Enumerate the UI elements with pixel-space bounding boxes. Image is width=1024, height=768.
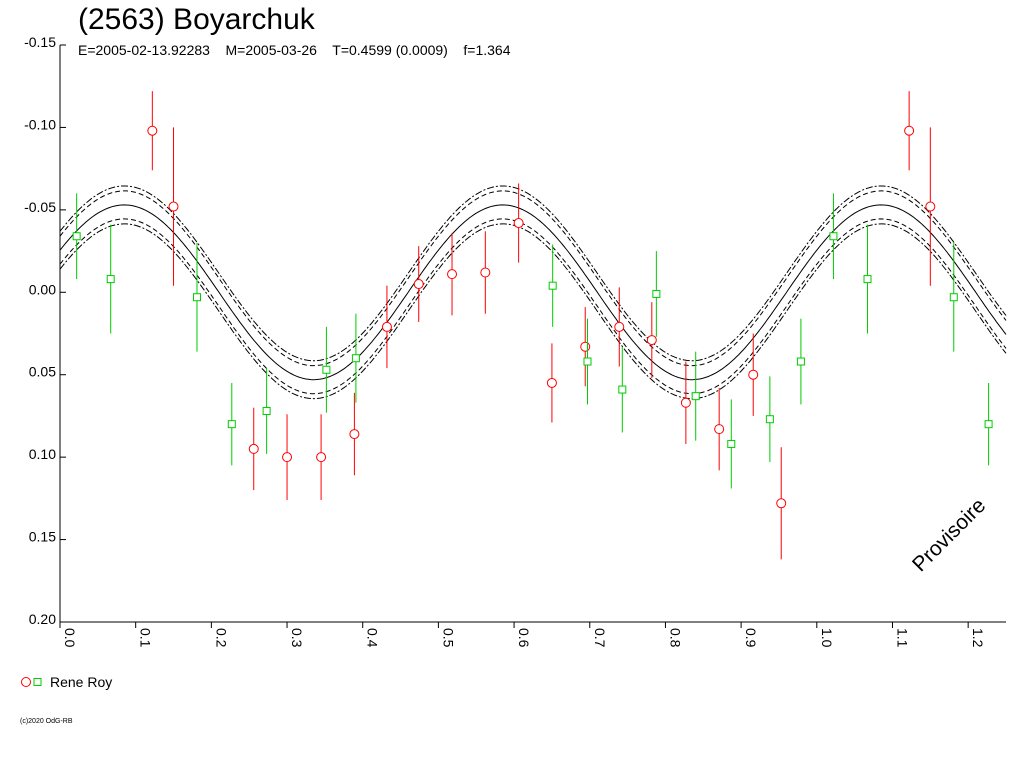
data-point-circle xyxy=(748,369,759,380)
data-point-circle xyxy=(776,498,787,509)
data-point-square xyxy=(583,357,592,366)
data-point-circle xyxy=(480,267,491,278)
fit-band-upper-outer xyxy=(59,185,1007,362)
data-point-circle xyxy=(282,452,293,463)
x-tick-label: 0.1 xyxy=(138,628,154,648)
data-point-circle xyxy=(168,201,179,212)
data-point-circle xyxy=(904,125,915,136)
data-point-square xyxy=(691,392,700,401)
data-point-square xyxy=(548,281,557,290)
data-point-square xyxy=(765,415,774,424)
legend-marker-icons xyxy=(21,677,42,687)
x-tick-label: 1.1 xyxy=(894,628,910,648)
data-point-square xyxy=(796,357,805,366)
copyright-note: (c)2020 OdG-RB xyxy=(20,718,73,725)
data-point-square xyxy=(322,365,331,374)
data-point-circle xyxy=(248,443,259,454)
data-point-square xyxy=(618,385,627,394)
fit-curve xyxy=(59,204,1007,381)
y-tick-label: -0.05 xyxy=(24,199,56,215)
data-point-circle xyxy=(680,397,691,408)
x-tick-label: 0.5 xyxy=(440,628,456,648)
x-tick-label: 0.2 xyxy=(213,628,229,648)
data-point-square xyxy=(949,293,958,302)
data-point-circle xyxy=(546,377,557,388)
x-tick-label: 0.4 xyxy=(365,628,381,648)
data-point-circle xyxy=(316,452,327,463)
chart-title: (2563) Boyarchuk xyxy=(78,3,315,36)
x-tick-label: 0.9 xyxy=(743,628,759,648)
y-tick-label: -0.15 xyxy=(24,34,56,50)
data-point-square xyxy=(984,420,993,429)
x-tick-label: 1.0 xyxy=(819,628,835,648)
data-points xyxy=(72,91,993,560)
data-point-square xyxy=(227,420,236,429)
y-tick-label: 0.05 xyxy=(29,364,56,380)
x-tick-label: 1.2 xyxy=(970,628,986,648)
data-point-circle xyxy=(614,321,625,332)
legend: Rene Roy xyxy=(20,674,112,690)
data-point-square xyxy=(863,275,872,284)
y-tick-label: 0.10 xyxy=(29,446,56,462)
data-point-square xyxy=(652,289,661,298)
y-tick-label: 0.00 xyxy=(29,281,56,297)
y-tick-label: 0.15 xyxy=(29,529,56,545)
data-point-square xyxy=(262,406,271,415)
y-tick-label: 0.20 xyxy=(29,611,56,627)
data-point-square xyxy=(106,275,115,284)
x-tick-label: 0.0 xyxy=(62,628,78,648)
data-point-circle xyxy=(413,279,424,290)
y-tick-label: -0.10 xyxy=(24,116,56,132)
x-tick-label: 0.3 xyxy=(289,628,305,648)
data-point-circle xyxy=(646,335,657,346)
data-point-square xyxy=(829,232,838,241)
data-point-square xyxy=(727,439,736,448)
x-tick-label: 0.6 xyxy=(516,628,532,648)
fit-curves xyxy=(59,185,1007,400)
data-point-square xyxy=(192,293,201,302)
axes: -0.15 -0.10 -0.05 0.00 0.05 0.10 0.15 0.20 0.0 0.… xyxy=(24,34,1006,648)
data-point-circle xyxy=(580,341,591,352)
data-point-circle xyxy=(513,218,524,229)
data-point-square xyxy=(72,232,81,241)
data-point-circle xyxy=(447,269,458,280)
fit-band-lower-inner xyxy=(59,218,1007,395)
data-point-circle xyxy=(147,125,158,136)
fit-band-upper-inner xyxy=(59,190,1007,367)
x-tick-label: 0.7 xyxy=(592,628,608,648)
data-point-circle xyxy=(381,321,392,332)
fit-band-lower-outer xyxy=(59,223,1007,400)
legend-label: Rene Roy xyxy=(50,674,113,690)
data-point-circle xyxy=(714,424,725,435)
data-point-circle xyxy=(925,201,936,212)
data-point-circle xyxy=(349,429,360,440)
chart-subtitle: E=2005-02-13.92283 M=2005-03-26 T=0.4599… xyxy=(78,42,511,58)
data-point-square xyxy=(351,354,360,363)
x-tick-label: 0.8 xyxy=(667,628,683,648)
